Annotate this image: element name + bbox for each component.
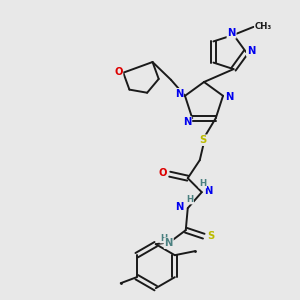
Text: N: N <box>165 238 173 248</box>
Text: N: N <box>247 46 255 56</box>
Text: O: O <box>158 168 167 178</box>
Text: N: N <box>225 92 233 102</box>
Text: H: H <box>160 234 167 243</box>
Text: N: N <box>175 89 183 99</box>
Text: S: S <box>199 135 206 145</box>
Text: O: O <box>114 67 122 77</box>
Text: N: N <box>176 202 184 212</box>
Text: N: N <box>183 117 191 127</box>
Text: H: H <box>186 195 193 204</box>
Text: N: N <box>227 28 236 38</box>
Text: CH₃: CH₃ <box>255 22 272 32</box>
Text: N: N <box>205 186 213 196</box>
Text: S: S <box>207 231 214 241</box>
Text: H: H <box>199 179 206 188</box>
